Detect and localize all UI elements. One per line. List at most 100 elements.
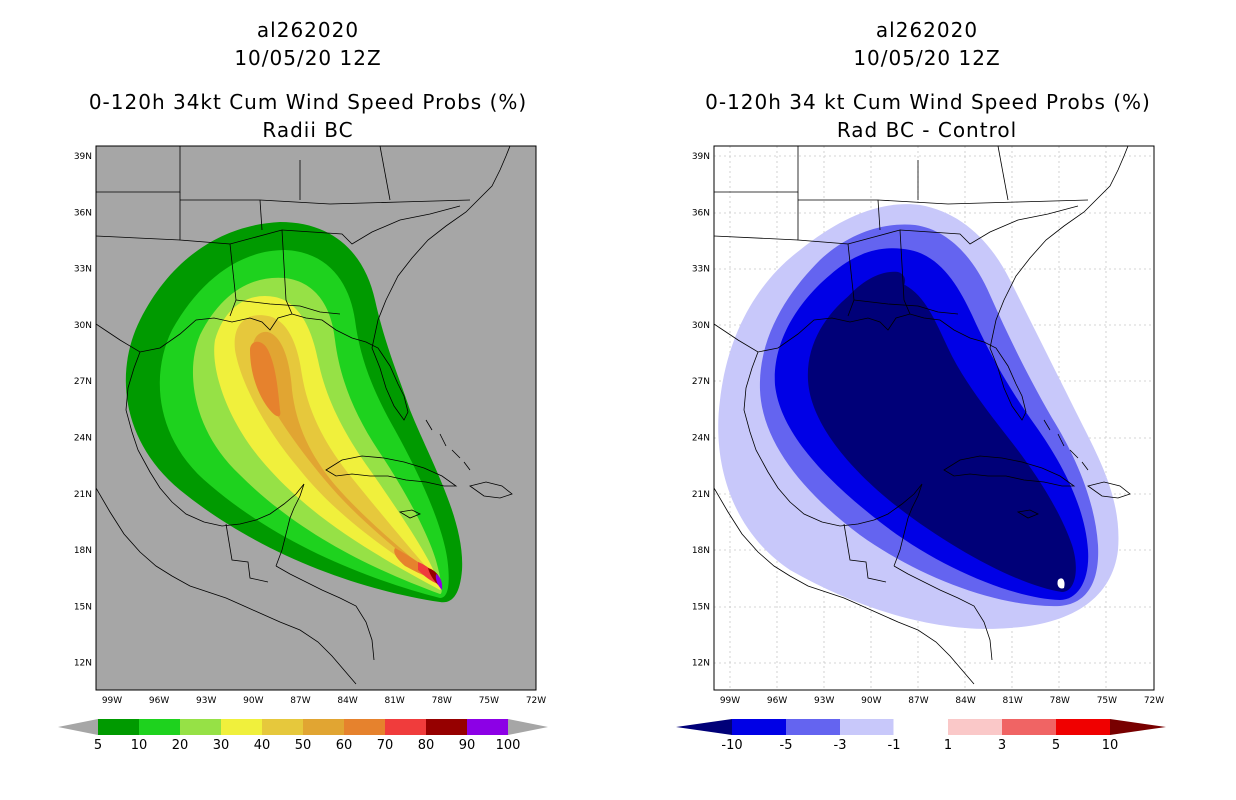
right-colorbar-label: 10 [1102, 738, 1119, 753]
axis-labels: 39N 39N 36N 36N 33N 33N 30N 30N 27N 27N 24N 24N 21N 2… [74, 152, 1164, 706]
right-lat-label: 18N [692, 546, 710, 556]
left-colorbar: 5 10 20 30 40 50 60 70 80 90 100 [58, 719, 548, 753]
left-lon-label: 99W [102, 696, 122, 706]
left-lat-label: 33N [74, 265, 92, 275]
left-lon-label: 93W [196, 696, 216, 706]
right-lon-label: 78W [1050, 696, 1070, 706]
left-lon-label: 87W [290, 696, 310, 706]
left-prob-90pct [435, 574, 443, 590]
right-colorbar-swatch [1056, 719, 1110, 735]
right-lat-label: 24N [692, 434, 710, 444]
left-colorbar-swatch [344, 719, 385, 735]
left-storm-id: al262020 [256, 18, 360, 42]
left-colorbar-label: 40 [254, 738, 271, 753]
left-colorbar-label: 20 [172, 738, 189, 753]
left-lat-label: 15N [74, 602, 92, 612]
right-colorbar-swatch [948, 719, 1002, 735]
right-map-panel [713, 145, 1155, 691]
left-colorbar-swatch [467, 719, 508, 735]
left-colorbar-label: 60 [336, 738, 353, 753]
left-lat-label: 21N [74, 490, 92, 500]
left-colorbar-label: 5 [94, 738, 102, 753]
right-colorbar-label: -1 [888, 738, 901, 753]
right-diff-minus10 [807, 281, 1076, 592]
right-colorbar-swatch [732, 719, 786, 735]
right-colorbar-over-triangle [1110, 719, 1166, 735]
right-colorbar-label: 1 [944, 738, 952, 753]
left-colorbar-swatch [180, 719, 221, 735]
right-lon-label: 87W [908, 696, 928, 706]
right-lat-label: 33N [692, 265, 710, 275]
left-lat-label: 30N [74, 321, 92, 331]
left-lon-label: 78W [432, 696, 452, 706]
left-colorbar-swatch [303, 719, 344, 735]
right-lon-label: 90W [861, 696, 881, 706]
right-storm-id: al262020 [875, 18, 979, 42]
left-colorbar-swatch [262, 719, 303, 735]
right-colorbar-label: -3 [834, 738, 847, 753]
right-colorbar: -10 -5 -3 -1 1 3 5 10 [676, 718, 1166, 753]
right-lat-label: 36N [692, 208, 710, 218]
left-map-panel [95, 145, 537, 691]
left-lat-label: 18N [74, 546, 92, 556]
left-lat-label: 36N [74, 208, 92, 218]
right-lon-label: 96W [767, 696, 787, 706]
right-date: 10/05/20 12Z [853, 46, 1001, 70]
right-lat-label: 27N [692, 377, 710, 387]
left-colorbar-swatch [139, 719, 180, 735]
right-lon-label: 75W [1097, 696, 1117, 706]
left-map-frame [95, 145, 537, 691]
left-colorbar-label: 100 [496, 738, 521, 753]
left-colorbar-label: 80 [418, 738, 435, 753]
right-lat-label: 30N [692, 321, 710, 331]
left-lon-label: 75W [479, 696, 499, 706]
right-lon-label: 93W [814, 696, 834, 706]
right-colorbar-swatch [1002, 719, 1056, 735]
right-lat-label: 15N [692, 602, 710, 612]
right-lat-label: 12N [692, 659, 710, 669]
left-lon-label: 72W [526, 696, 546, 706]
right-lon-label: 81W [1002, 696, 1022, 706]
left-colorbar-swatch [426, 719, 467, 735]
left-colorbar-label: 70 [377, 738, 394, 753]
right-colorbar-label: 5 [1052, 738, 1060, 753]
left-colorbar-swatch [385, 719, 426, 735]
left-subtitle: Radii BC [262, 118, 354, 142]
left-colorbar-over-triangle [508, 719, 548, 735]
right-title: 0-120h 34 kt Cum Wind Speed Probs (%) [705, 90, 1151, 114]
right-diff-near-zero-spot [1057, 578, 1065, 589]
left-colorbar-label: 50 [295, 738, 312, 753]
right-diff-minus10-north [845, 271, 906, 306]
left-colorbar-label: 90 [459, 738, 476, 753]
left-colorbar-label: 30 [213, 738, 230, 753]
right-map-frame [713, 145, 1155, 691]
right-lon-label: 84W [955, 696, 975, 706]
left-prob-60pct [250, 341, 281, 417]
left-date: 10/05/20 12Z [234, 46, 382, 70]
left-title: 0-120h 34kt Cum Wind Speed Probs (%) [88, 90, 528, 114]
right-colorbar-label: -5 [780, 738, 793, 753]
right-colorbar-swatch [786, 719, 840, 735]
right-subtitle: Rad BC - Control [836, 118, 1018, 142]
left-lon-label: 81W [384, 696, 404, 706]
left-lon-label: 90W [243, 696, 263, 706]
left-lon-label: 84W [337, 696, 357, 706]
left-lat-label: 39N [74, 152, 92, 162]
left-colorbar-swatch [98, 719, 139, 735]
left-lat-label: 27N [74, 377, 92, 387]
right-colorbar-label: 3 [998, 738, 1006, 753]
left-colorbar-under-triangle [58, 719, 98, 735]
left-lat-label: 12N [74, 659, 92, 669]
left-lat-label: 24N [74, 434, 92, 444]
left-colorbar-label: 10 [131, 738, 148, 753]
right-lon-label: 99W [720, 696, 740, 706]
left-prob-50pct [252, 331, 440, 584]
left-lon-label: 96W [149, 696, 169, 706]
right-colorbar-swatch [840, 719, 894, 735]
right-lon-label: 72W [1144, 696, 1164, 706]
left-colorbar-swatch [221, 719, 262, 735]
right-lat-label: 39N [692, 152, 710, 162]
right-lat-label: 21N [692, 490, 710, 500]
right-colorbar-label: -10 [721, 738, 742, 753]
